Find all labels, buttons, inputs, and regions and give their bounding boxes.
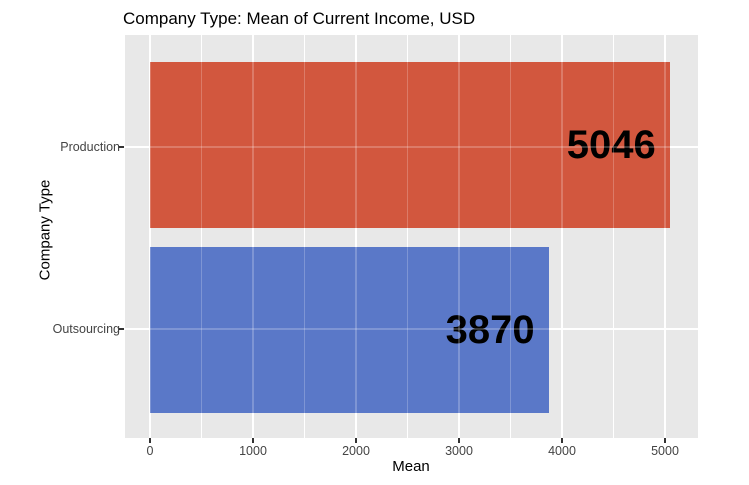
x-tick-label: 2000	[342, 444, 370, 458]
x-tick-label: 1000	[239, 444, 267, 458]
y-tick-mark	[119, 146, 124, 148]
x-tick-mark	[149, 438, 151, 443]
y-axis-title: Company Type	[36, 179, 54, 281]
x-axis-title: Mean	[392, 458, 430, 475]
x-tick-mark	[561, 438, 563, 443]
bar-outsourcing: 3870	[150, 247, 549, 413]
x-tick-mark	[355, 438, 357, 443]
chart-title: Company Type: Mean of Current Income, US…	[123, 9, 476, 28]
y-tick-label: Outsourcing	[52, 322, 120, 336]
plot-panel: 5046 3870	[125, 35, 698, 438]
bar-value-label: 3870	[445, 308, 535, 352]
x-tick-label: 4000	[548, 444, 576, 458]
x-tick-label: 0	[146, 444, 154, 458]
x-tick-mark	[252, 438, 254, 443]
x-tick-label: 3000	[445, 444, 473, 458]
x-tick-mark	[664, 438, 666, 443]
x-tick-mark	[458, 438, 460, 443]
y-tick-label: Production	[60, 140, 120, 154]
bar-production: 5046	[150, 62, 670, 228]
y-tick-mark	[119, 328, 124, 330]
bar-value-label: 5046	[566, 123, 656, 167]
x-tick-label: 5000	[651, 444, 679, 458]
